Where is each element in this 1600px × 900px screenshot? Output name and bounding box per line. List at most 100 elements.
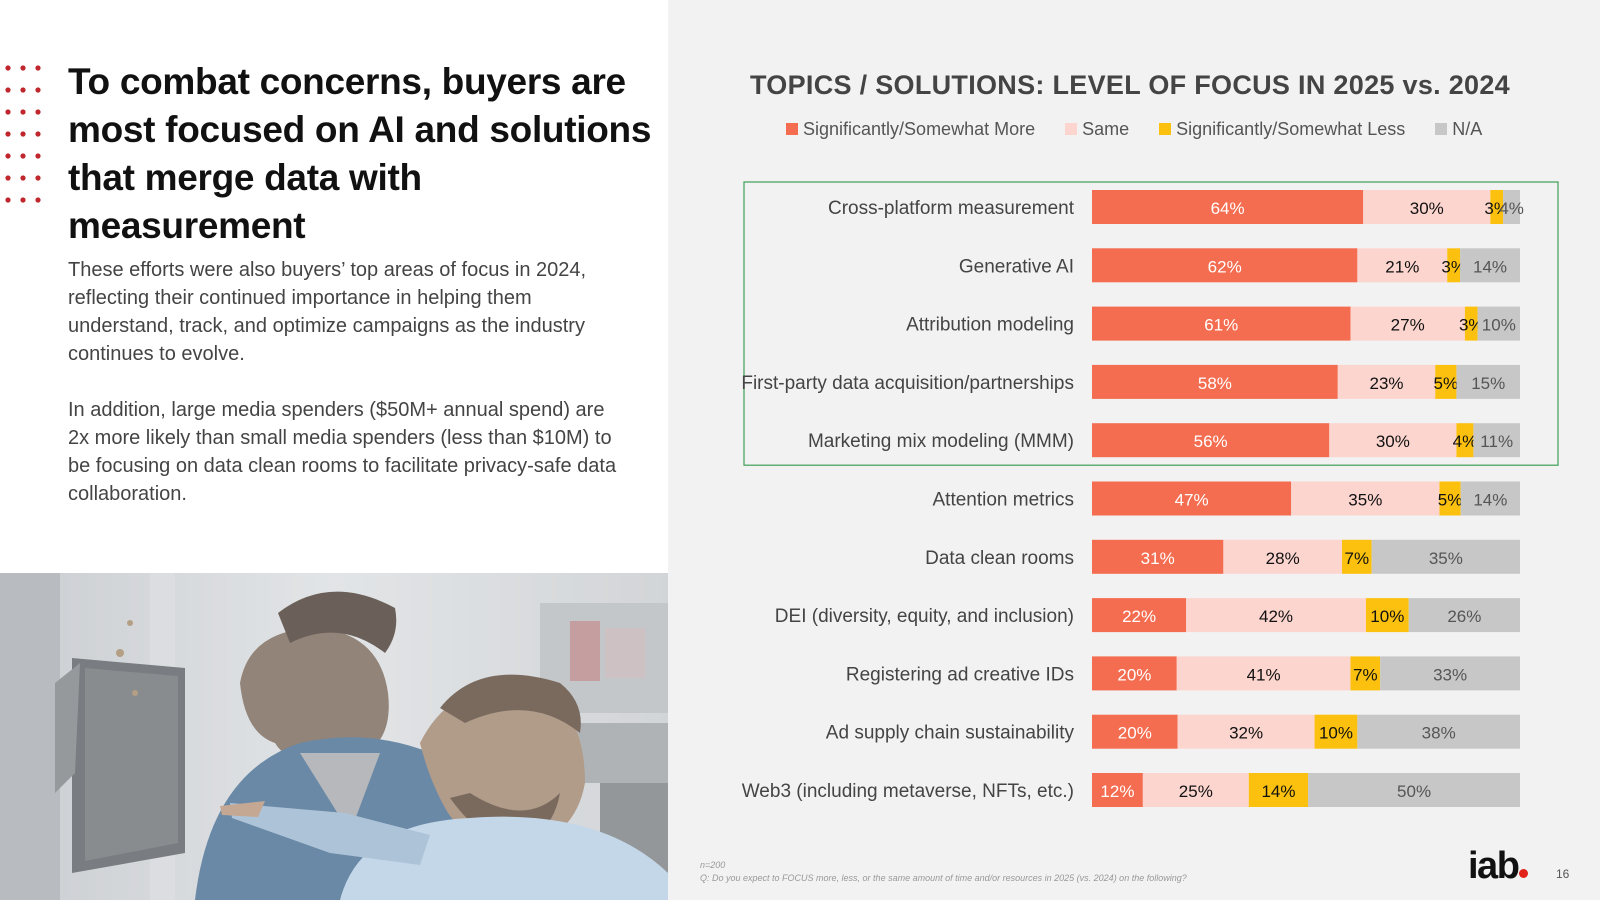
bar-segment-less xyxy=(1342,539,1372,574)
chart-title: TOPICS / SOLUTIONS: LEVEL OF FOCUS IN 20… xyxy=(749,70,1510,100)
data-label-same: 27% xyxy=(1391,316,1425,335)
category-label: Web3 (including metaverse, NFTs, etc.) xyxy=(742,781,1074,802)
bar-segment-same xyxy=(1329,423,1457,458)
bar-segment-na xyxy=(1357,714,1520,749)
dot-icon xyxy=(20,109,26,115)
data-label-less: 7% xyxy=(1353,665,1378,684)
legend-label-same: Same xyxy=(1082,118,1130,139)
bar-segment-more xyxy=(1092,364,1338,399)
footnote-question: Q: Do you expect to FOCUS more, less, or… xyxy=(700,873,1187,883)
bar-segment-less xyxy=(1314,714,1358,749)
bar-segment-more xyxy=(1092,423,1330,458)
data-label-same: 32% xyxy=(1229,724,1263,743)
bar-segment-na xyxy=(1308,773,1520,807)
dot-icon xyxy=(5,87,11,93)
bar-segment-less xyxy=(1439,481,1461,516)
data-label-less: 7% xyxy=(1345,549,1370,568)
bar-segment-same xyxy=(1291,481,1440,516)
decorative-dots-icon xyxy=(5,65,41,203)
category-label: Generative AI xyxy=(959,256,1074,277)
data-label-more: 58% xyxy=(1198,374,1232,393)
dot-icon xyxy=(35,109,41,115)
data-label-na: 4% xyxy=(1499,199,1524,218)
data-label-more: 56% xyxy=(1194,432,1228,451)
bar-segment-na xyxy=(1473,423,1520,458)
dot-icon xyxy=(35,131,41,137)
highlight-box xyxy=(743,181,1559,466)
body-paragraph-1: These efforts were also buyers’ top area… xyxy=(68,259,587,365)
category-label: Attribution modeling xyxy=(906,315,1074,336)
bar-segment-same xyxy=(1142,773,1249,807)
category-label: Marketing mix modeling (MMM) xyxy=(808,431,1074,452)
legend-item-more: Significantly/Somewhat More xyxy=(786,119,1035,140)
category-label: Registering ad creative IDs xyxy=(846,664,1074,685)
bar-segment-less xyxy=(1435,364,1457,399)
data-label-less: 3% xyxy=(1459,316,1484,335)
bar-segment-na xyxy=(1380,656,1520,691)
legend-swatch-same xyxy=(1065,123,1078,135)
legend-swatch-na xyxy=(1435,123,1448,135)
bar-segment-less xyxy=(1464,306,1478,341)
data-label-same: 30% xyxy=(1376,432,1410,451)
data-label-more: 20% xyxy=(1117,665,1151,684)
category-label: Cross-platform measurement xyxy=(828,198,1075,219)
legend-label-less: Significantly/Somewhat Less xyxy=(1176,118,1406,139)
data-label-same: 21% xyxy=(1385,257,1419,276)
dot-icon xyxy=(5,153,11,159)
category-label: Attention metrics xyxy=(933,490,1075,511)
data-label-less: 3% xyxy=(1441,257,1466,276)
bar-segment-more xyxy=(1092,481,1292,516)
bar-segment-more xyxy=(1092,598,1187,633)
data-label-na: 14% xyxy=(1473,257,1507,276)
data-label-more: 64% xyxy=(1211,199,1245,218)
bar-segment-more xyxy=(1092,656,1177,691)
legend-item-same: Same xyxy=(1065,119,1129,140)
dot-icon xyxy=(5,131,11,137)
bar-segment-na xyxy=(1408,598,1520,633)
data-label-na: 10% xyxy=(1482,316,1516,335)
data-label-same: 35% xyxy=(1348,491,1382,510)
iab-logo: iab xyxy=(1468,846,1529,886)
data-label-na: 11% xyxy=(1480,432,1513,451)
dot-icon xyxy=(20,131,26,137)
footnote-sample-size: n=200 xyxy=(700,860,726,870)
data-label-more: 12% xyxy=(1100,782,1134,801)
body-paragraph-2: In addition, large media spenders ($50M+… xyxy=(68,399,617,505)
legend-item-less: Significantly/Somewhat Less xyxy=(1159,119,1405,140)
data-label-same: 42% xyxy=(1259,607,1293,626)
legend-swatch-more xyxy=(786,123,798,135)
dot-icon xyxy=(5,65,11,71)
dot-icon xyxy=(35,87,41,93)
data-label-na: 35% xyxy=(1429,549,1463,568)
data-label-na: 38% xyxy=(1422,724,1456,743)
bar-segment-more xyxy=(1092,539,1224,574)
bar-segment-na xyxy=(1460,481,1520,516)
dot-icon xyxy=(5,109,11,115)
data-label-less: 10% xyxy=(1319,724,1353,743)
bar-segment-na xyxy=(1503,190,1520,224)
bar-segment-more xyxy=(1092,714,1178,749)
dot-icon xyxy=(35,153,41,159)
data-label-less: 5% xyxy=(1438,491,1463,510)
bar-segment-less xyxy=(1350,656,1381,691)
bar-segment-na xyxy=(1456,364,1520,399)
headline: To combat concerns, buyers are most focu… xyxy=(68,61,652,246)
data-label-na: 50% xyxy=(1397,782,1431,801)
data-label-same: 25% xyxy=(1179,782,1213,801)
data-label-more: 47% xyxy=(1175,491,1209,510)
bar-segment-less xyxy=(1490,190,1504,224)
dot-icon xyxy=(20,87,26,93)
bar-segment-na xyxy=(1371,539,1520,574)
bar-segment-more xyxy=(1092,306,1351,341)
photo-illustration xyxy=(0,573,668,900)
data-label-more: 22% xyxy=(1122,607,1156,626)
dot-icon xyxy=(20,153,26,159)
bar-segment-less xyxy=(1456,423,1474,458)
bar-segment-more xyxy=(1092,773,1143,807)
dot-icon xyxy=(20,197,26,203)
bar-segment-same xyxy=(1363,190,1491,224)
data-label-less: 3% xyxy=(1484,199,1509,218)
data-label-less: 4% xyxy=(1453,432,1478,451)
bar-segment-more xyxy=(1092,248,1358,283)
